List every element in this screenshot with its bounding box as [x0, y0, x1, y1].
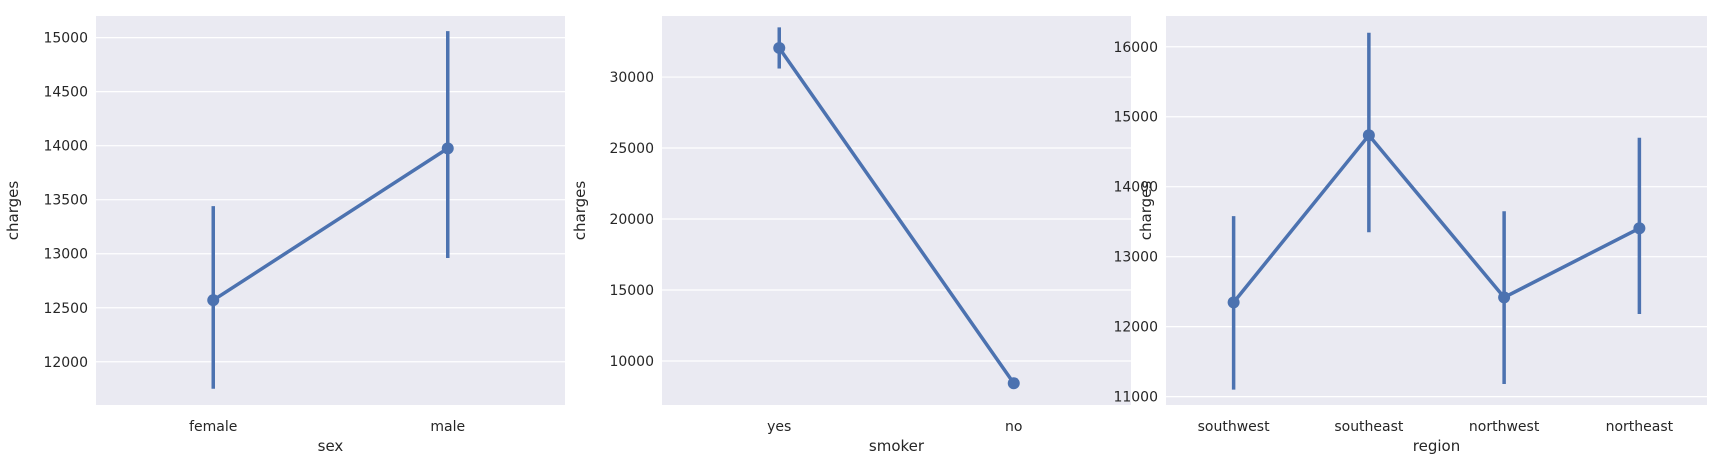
data-point-female [207, 294, 220, 307]
data-point-no [1007, 377, 1020, 390]
x-tick-label: yes [767, 419, 791, 435]
y-tick-label: 12000 [43, 355, 88, 371]
y-axis-label: charges [1137, 181, 1155, 241]
x-tick-label: no [1005, 419, 1022, 435]
y-tick-label: 13000 [1113, 250, 1158, 266]
y-tick-label: 12500 [43, 301, 88, 317]
x-tick-label: northwest [1469, 419, 1540, 435]
y-axis-label: charges [4, 181, 22, 241]
y-tick-label: 14000 [43, 139, 88, 155]
data-point-southwest [1227, 296, 1240, 309]
data-point-southeast [1362, 129, 1375, 142]
y-tick-label: 13500 [43, 193, 88, 209]
chart-panel-region: 11000 12000 13000 14000 15000 16000 southwest s… [1113, 16, 1707, 455]
y-axis-label: charges [571, 181, 589, 241]
chart-panel-sex: 12000 12500 13000 13500 14000 14500 15000 femal… [4, 16, 565, 455]
x-tick-label: northeast [1606, 419, 1674, 435]
data-point-male [441, 142, 454, 155]
y-tick-label: 10000 [609, 354, 654, 370]
y-tick-label: 25000 [609, 141, 654, 157]
y-tick-label: 30000 [609, 70, 654, 86]
plot-area [662, 16, 1131, 405]
data-point-yes [773, 41, 786, 54]
y-tick-label: 12000 [1113, 320, 1158, 336]
x-axis-label: sex [318, 437, 344, 455]
plot-area [1166, 16, 1707, 405]
y-tick-label: 16000 [1113, 40, 1158, 56]
x-axis-label: smoker [869, 437, 925, 455]
chart-panel-smoker: 10000 15000 20000 25000 30000 yes no smoker char… [571, 16, 1131, 455]
x-tick-label: southwest [1198, 419, 1270, 435]
data-point-northwest [1498, 291, 1511, 304]
y-tick-label: 20000 [609, 212, 654, 228]
y-tick-label: 15000 [1113, 110, 1158, 126]
y-tick-label: 13000 [43, 247, 88, 263]
y-tick-label: 15000 [43, 31, 88, 47]
y-tick-label: 14500 [43, 85, 88, 101]
data-point-northeast [1633, 222, 1646, 235]
y-tick-label: 14000 [1113, 180, 1158, 196]
plot-area [96, 16, 565, 405]
x-tick-label: female [189, 419, 237, 435]
series-line [211, 146, 450, 302]
series-line [777, 46, 1016, 385]
x-tick-label: southeast [1334, 419, 1404, 435]
y-tick-label: 11000 [1113, 390, 1158, 406]
x-axis-label: region [1413, 437, 1460, 455]
x-tick-label: male [430, 419, 465, 435]
y-tick-label: 15000 [609, 283, 654, 299]
series-line [1231, 133, 1642, 305]
